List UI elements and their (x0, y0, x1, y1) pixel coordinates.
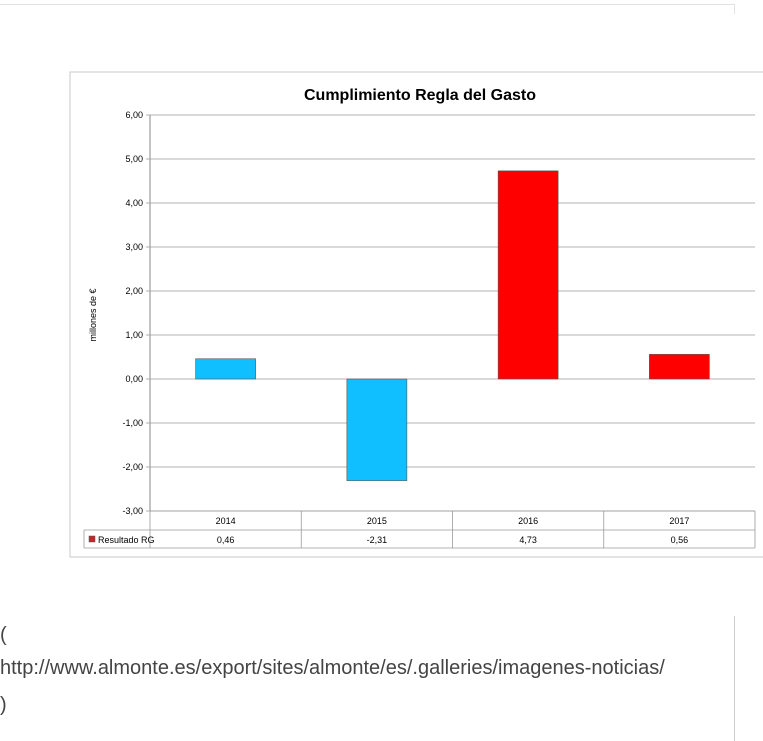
bar-2014 (195, 358, 256, 380)
y-tick-label: 0,00 (125, 374, 143, 384)
data-label: -2,31 (367, 535, 388, 545)
y-tick-label: -1,00 (122, 418, 143, 428)
top-border (0, 4, 734, 5)
source-url: http://www.almonte.es/export/sites/almon… (0, 657, 665, 679)
y-axis-label: millones de € (88, 288, 98, 341)
bar-2017 (649, 354, 710, 380)
y-tick-label: -2,00 (122, 462, 143, 472)
data-table: 2014 0,46 2015 -2,31 2016 4,73 2017 0,56 Resulta… (83, 510, 756, 549)
category-label: 2016 (518, 516, 538, 526)
caption-open-paren: ( (0, 624, 7, 646)
y-tick-label: 3,00 (125, 242, 143, 252)
y-tick-label: 1,00 (125, 330, 143, 340)
right-rule (734, 616, 735, 741)
y-tick-labels: 6,00 5,00 4,00 3,00 2,00 1,00 0,00 -1,00 -2,00 -3… (122, 110, 143, 516)
bar-2015 (346, 378, 408, 481)
chart-frame (69, 71, 763, 558)
category-label: 2014 (216, 516, 236, 526)
data-label: 0,46 (217, 535, 235, 545)
bars (195, 170, 710, 481)
bar-chart: Cumplimiento Regla del Gasto millones de… (69, 71, 763, 558)
data-label: 0,56 (671, 535, 689, 545)
legend-swatch (88, 535, 96, 543)
bar-2016 (497, 170, 559, 380)
category-label: 2015 (367, 516, 387, 526)
top-border-tick (734, 4, 735, 14)
y-tick-label: -3,00 (122, 506, 143, 516)
category-label: 2017 (669, 516, 689, 526)
y-tick-label: 6,00 (125, 110, 143, 120)
y-tick-label: 2,00 (125, 286, 143, 296)
y-tick-label: 4,00 (125, 198, 143, 208)
y-tick-label: 5,00 (125, 154, 143, 164)
data-label: 4,73 (519, 535, 537, 545)
chart-title: Cumplimiento Regla del Gasto (304, 87, 536, 104)
legend-label: Resultado RG (98, 535, 155, 545)
caption-close-paren: ) (0, 694, 7, 716)
